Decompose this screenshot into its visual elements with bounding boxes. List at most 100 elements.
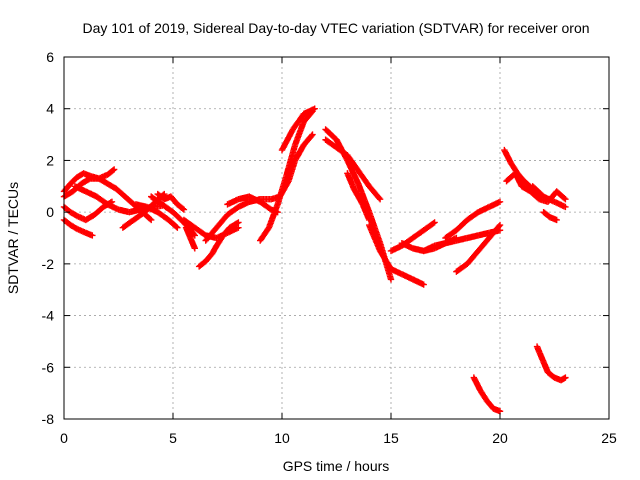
axis-ticks: 0 5 10 15 20 25 -8 -6 -4 -2 0 2 4 6 <box>42 49 617 446</box>
plot-frame <box>63 56 610 420</box>
data-point-trail <box>120 217 136 230</box>
data-point <box>309 131 316 138</box>
data-point <box>89 232 96 239</box>
data-point-trail <box>344 158 361 186</box>
data-point <box>420 281 427 288</box>
data-point-trail <box>68 222 79 232</box>
data-point-trail <box>323 127 339 142</box>
x-tick-label: 0 <box>60 430 68 446</box>
data-point <box>174 224 181 231</box>
series-arc-1 <box>60 166 118 195</box>
series-arc-17 <box>278 105 318 154</box>
data-point-trail <box>220 225 232 238</box>
data-point-trail <box>258 199 274 212</box>
data-point-trail <box>175 202 186 212</box>
data-point-trail <box>277 179 291 199</box>
series-arc-19 <box>322 136 384 203</box>
y-tick-label: -8 <box>42 411 55 427</box>
data-point-trail <box>61 217 73 228</box>
data-point-trail <box>114 186 128 199</box>
data-point-trail <box>292 143 307 163</box>
data-point-trail <box>344 171 357 191</box>
data-point-trail <box>465 209 481 223</box>
data-point-trail <box>79 176 93 187</box>
data-point-trail <box>545 370 557 380</box>
data-point-trail <box>519 183 533 194</box>
data-point-trail <box>534 344 547 364</box>
data-point-trail <box>105 167 117 177</box>
data-point-trail <box>209 243 220 256</box>
y-tick-label: 0 <box>46 204 54 220</box>
data-point-trail <box>421 220 437 233</box>
data-point-trail <box>366 223 383 253</box>
chart-title: Day 101 of 2019, Sidereal Day-to-day VTE… <box>82 20 589 36</box>
data-point <box>431 219 438 226</box>
data-point-trail <box>558 375 568 383</box>
data-point <box>562 196 569 203</box>
data-point-trail <box>465 248 481 266</box>
data-point-trail <box>283 143 298 178</box>
data-point-trail <box>484 398 496 411</box>
series-arc-26 <box>453 221 504 275</box>
data-point-trail <box>92 204 106 217</box>
data-point-trail <box>68 175 80 186</box>
data-point-trail <box>68 209 79 219</box>
data-point-trail <box>225 204 241 218</box>
data-point-trail <box>360 202 372 222</box>
data-point-trail <box>355 181 372 214</box>
y-tick-label: -2 <box>42 256 55 272</box>
data-point <box>311 105 318 112</box>
data-point-trail <box>454 217 470 233</box>
x-tick-label: 5 <box>169 430 177 446</box>
series-arc-27 <box>470 374 504 415</box>
data-point-trail <box>203 251 215 264</box>
data-point-trail <box>454 261 470 274</box>
y-tick-label: 4 <box>46 101 54 117</box>
data-point <box>562 203 569 211</box>
data-point-trail <box>290 112 307 132</box>
data-point <box>387 276 395 283</box>
data-point-trail <box>528 189 542 202</box>
data-point-trail <box>61 204 73 215</box>
data-point-trail <box>530 184 546 199</box>
data-point <box>235 219 242 226</box>
x-tick-label: 20 <box>492 430 508 446</box>
data-point-trail <box>486 223 503 240</box>
y-axis-label: SDTVAR / TECUs <box>5 182 21 294</box>
data-point <box>110 166 118 173</box>
data-series <box>60 105 569 415</box>
data-point-trail <box>227 220 241 231</box>
x-tick-label: 15 <box>383 430 399 446</box>
data-point-trail <box>197 258 208 269</box>
data-point-trail <box>62 189 75 200</box>
data-point-trail <box>345 153 361 173</box>
data-point-trail <box>285 158 298 183</box>
data-point-trail <box>541 209 553 220</box>
y-tick-label: -6 <box>42 359 55 375</box>
data-point-trail <box>443 227 459 241</box>
data-point-trail <box>377 249 394 271</box>
data-point-trail <box>122 194 136 207</box>
series-arc-30 <box>529 183 569 211</box>
data-point-trail <box>214 212 230 230</box>
data-point <box>148 216 155 224</box>
series-arc-7 <box>132 201 181 231</box>
data-point <box>562 374 569 381</box>
data-point <box>191 232 198 239</box>
y-tick-label: -4 <box>42 308 55 324</box>
series-arc-12 <box>195 219 242 270</box>
series-arc-21 <box>366 221 427 288</box>
data-point-trail <box>367 184 383 202</box>
data-point-trail <box>351 187 366 207</box>
data-point-trail <box>168 194 180 207</box>
series-arc-16 <box>267 131 316 203</box>
data-point-trail <box>192 225 208 238</box>
data-point-trail <box>292 119 307 147</box>
series-arc-31 <box>540 208 560 224</box>
data-point-trail <box>476 236 492 253</box>
x-tick-label: 10 <box>274 430 290 446</box>
x-tick-label: 25 <box>601 430 617 446</box>
data-point-trail <box>410 227 426 241</box>
data-point <box>553 216 560 224</box>
